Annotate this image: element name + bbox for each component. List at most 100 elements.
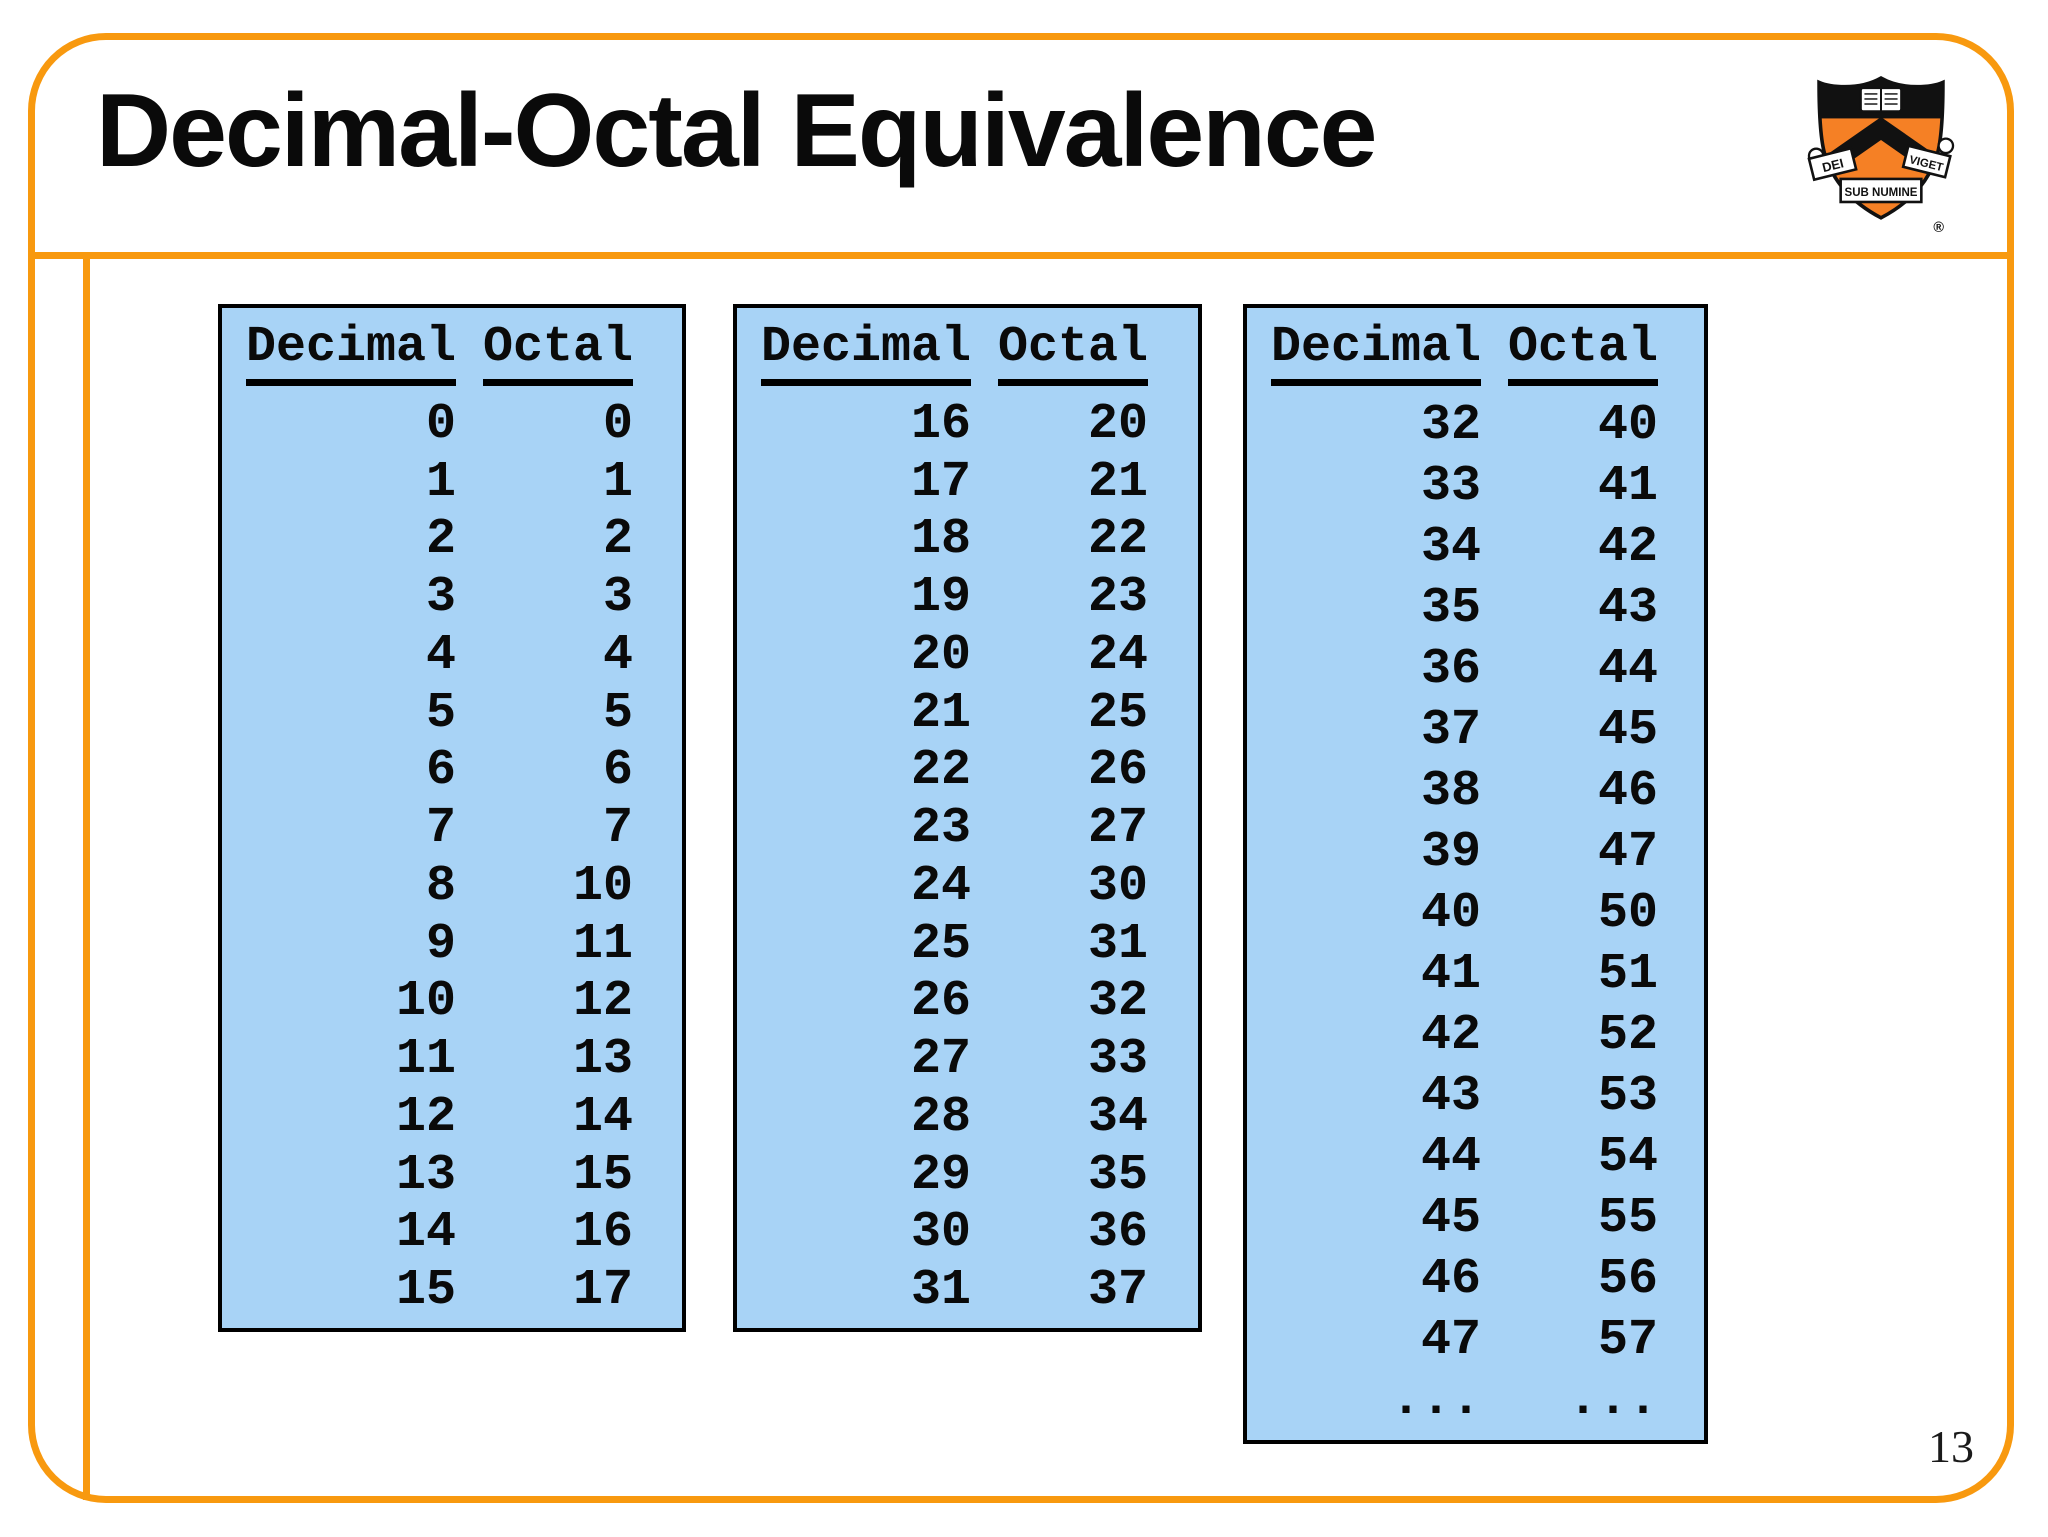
conversion-table-16-31: Decimal Octal 16 20 17 21 18 22 [733, 304, 1202, 1332]
decimal-value: 10 [395, 973, 456, 1031]
octal-value: 36 [1087, 1204, 1148, 1262]
table-row: 14 16 [246, 1205, 682, 1263]
decimal-column-header: Decimal [761, 320, 971, 386]
octal-value: 44 [1597, 641, 1658, 699]
table-row: 35 43 [1271, 579, 1704, 640]
octal-value: 6 [602, 742, 633, 800]
decimal-value: 43 [1420, 1067, 1481, 1125]
decimal-value: 45 [1420, 1189, 1481, 1247]
decimal-value: 8 [425, 857, 456, 915]
decimal-value: 0 [425, 395, 456, 453]
motto-center-text: SUB NUMINE [1845, 187, 1918, 199]
table-header-row: Decimal Octal [246, 320, 682, 396]
decimal-value: 2 [425, 511, 456, 569]
octal-value: 5 [602, 684, 633, 742]
table-row: 1 1 [246, 454, 682, 512]
title-separator-line [28, 252, 2014, 259]
decimal-value: 40 [1420, 884, 1481, 942]
table-row: 20 24 [761, 627, 1198, 685]
table-row: 5 5 [246, 685, 682, 743]
decimal-value: 21 [910, 684, 971, 742]
table-row: 19 23 [761, 569, 1198, 627]
decimal-value: 22 [910, 742, 971, 800]
table-row: 13 15 [246, 1147, 682, 1205]
octal-value: 22 [1087, 511, 1148, 569]
decimal-value: 11 [395, 1031, 456, 1089]
decimal-value: 25 [910, 915, 971, 973]
octal-value: 0 [602, 395, 633, 453]
conversion-table-32-47: Decimal Octal 32 40 33 41 34 42 [1243, 304, 1708, 1444]
decimal-value: 33 [1420, 458, 1481, 516]
decimal-value: 34 [1420, 519, 1481, 577]
table-row: 33 41 [1271, 457, 1704, 518]
table-body: 32 40 33 41 34 42 35 43 [1271, 396, 1704, 1432]
octal-value: 52 [1597, 1006, 1658, 1064]
octal-value: 1 [602, 453, 633, 511]
table-row: 21 25 [761, 685, 1198, 743]
decimal-value: 29 [910, 1146, 971, 1204]
octal-column-header: Octal [483, 320, 633, 386]
decimal-value: 35 [1420, 580, 1481, 638]
decimal-value: 31 [910, 1262, 971, 1320]
decimal-value: 39 [1420, 824, 1481, 882]
table-row: 4 4 [246, 627, 682, 685]
decimal-value: 5 [425, 684, 456, 742]
octal-value: 24 [1087, 626, 1148, 684]
table-header-row: Decimal Octal [761, 320, 1198, 396]
decimal-value: 13 [395, 1146, 456, 1204]
octal-value: 23 [1087, 569, 1148, 627]
octal-value: 20 [1087, 395, 1148, 453]
conversion-table-0-15: Decimal Octal 0 0 1 1 2 2 [218, 304, 686, 1332]
princeton-shield-icon: DEI VIGET SUB NUMINE ® [1807, 76, 1955, 236]
left-accent-line [83, 256, 90, 1500]
table-header-row: Decimal Octal [1271, 320, 1704, 396]
decimal-value: 41 [1420, 945, 1481, 1003]
octal-value: 27 [1087, 800, 1148, 858]
decimal-value: 19 [910, 569, 971, 627]
octal-value: 33 [1087, 1031, 1148, 1089]
table-row: 29 35 [761, 1147, 1198, 1205]
decimal-value: 1 [425, 453, 456, 511]
decimal-value: 14 [395, 1204, 456, 1262]
octal-column-header: Octal [998, 320, 1148, 386]
table-row: 32 40 [1271, 396, 1704, 457]
registered-trademark: ® [1933, 220, 1944, 236]
octal-value: 32 [1087, 973, 1148, 1031]
table-row: 23 27 [761, 800, 1198, 858]
decimal-value: 42 [1420, 1006, 1481, 1064]
table-row: 39 47 [1271, 823, 1704, 884]
table-row: 43 53 [1271, 1066, 1704, 1127]
decimal-value: 47 [1420, 1311, 1481, 1369]
table-row: 8 10 [246, 858, 682, 916]
octal-value: 16 [572, 1204, 633, 1262]
octal-value: 42 [1597, 519, 1658, 577]
decimal-value: 23 [910, 800, 971, 858]
octal-value: 54 [1597, 1128, 1658, 1186]
decimal-value: 6 [425, 742, 456, 800]
octal-value: 53 [1597, 1067, 1658, 1125]
octal-value: 56 [1597, 1250, 1658, 1308]
table-row: 31 37 [761, 1262, 1198, 1320]
motto-scroll [1807, 137, 1955, 204]
octal-value: 11 [572, 915, 633, 973]
decimal-value: 18 [910, 511, 971, 569]
octal-value: 4 [602, 626, 633, 684]
octal-value: 31 [1087, 915, 1148, 973]
decimal-value: 24 [910, 857, 971, 915]
decimal-value: 44 [1420, 1128, 1481, 1186]
octal-value: 30 [1087, 857, 1148, 915]
table-row: 10 12 [246, 974, 682, 1032]
table-row: 7 7 [246, 800, 682, 858]
octal-value: 3 [602, 569, 633, 627]
table-row: 46 56 [1271, 1249, 1704, 1310]
table-row: 38 46 [1271, 762, 1704, 823]
decimal-value: 7 [425, 800, 456, 858]
octal-value: 41 [1597, 458, 1658, 516]
table-row: 24 30 [761, 858, 1198, 916]
octal-value: 43 [1597, 580, 1658, 638]
octal-value: 34 [1087, 1088, 1148, 1146]
decimal-value: 9 [425, 915, 456, 973]
book-icon [1859, 87, 1903, 113]
decimal-value: 12 [395, 1088, 456, 1146]
